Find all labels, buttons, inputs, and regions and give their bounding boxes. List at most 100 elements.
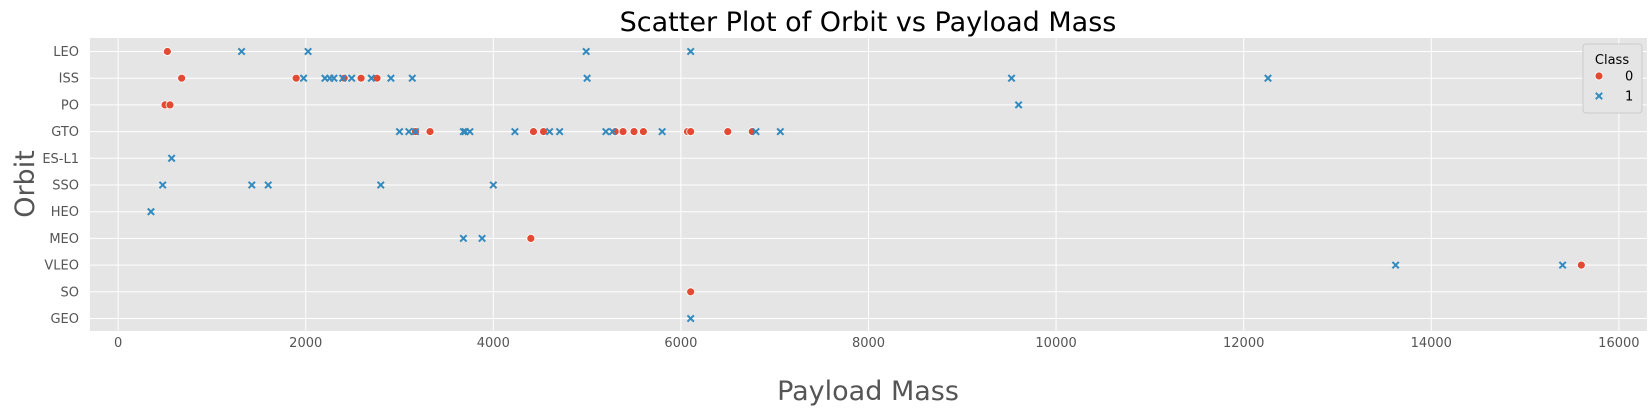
data-point <box>752 127 760 136</box>
data-point <box>329 74 338 83</box>
x-marker-stroke <box>1014 100 1023 109</box>
data-point <box>478 234 486 243</box>
legend-marker-0 <box>1594 71 1604 81</box>
x-tick-label: 6000 <box>664 336 697 351</box>
data-point <box>686 127 696 137</box>
data-point <box>299 74 308 83</box>
data-point <box>459 234 468 243</box>
data-point <box>608 127 617 136</box>
data-point <box>539 127 548 137</box>
data-point <box>376 181 385 189</box>
data-point <box>411 127 420 136</box>
data-point <box>601 127 610 136</box>
y-tick-label: HEO <box>51 205 79 220</box>
x-marker-stroke <box>1595 92 1603 100</box>
y-tick-label: ISS <box>59 72 79 87</box>
data-point <box>177 73 187 83</box>
data-point <box>583 74 592 83</box>
legend-marker-1 <box>1595 92 1603 100</box>
x-marker-stroke <box>247 181 256 189</box>
data-point <box>1391 261 1400 270</box>
x-marker-stroke <box>167 154 176 163</box>
x-marker-stroke <box>510 127 519 136</box>
legend-label-0: 0 <box>1625 70 1633 85</box>
data-points <box>147 47 1586 323</box>
y-tick-label: SSO <box>52 179 79 194</box>
y-tick-label: VLEO <box>44 259 79 274</box>
y-tick-label: ES-L1 <box>42 152 79 167</box>
x-marker-stroke <box>411 127 420 136</box>
data-point <box>247 181 256 189</box>
x-marker-stroke <box>367 74 376 83</box>
data-point <box>356 73 366 83</box>
data-point <box>395 127 404 136</box>
x-tick-label: 2000 <box>289 336 322 351</box>
x-marker-stroke <box>601 127 610 136</box>
data-point <box>158 181 167 189</box>
data-point <box>338 74 347 83</box>
x-marker-stroke <box>158 181 167 189</box>
x-tick-label: 4000 <box>477 336 510 351</box>
data-point <box>1558 261 1567 270</box>
data-point <box>686 47 695 56</box>
y-tick-label: GTO <box>51 125 79 140</box>
legend-title: Class <box>1595 53 1629 68</box>
x-marker-stroke <box>686 314 695 323</box>
x-marker-stroke <box>582 47 591 56</box>
data-point <box>686 287 696 297</box>
chart-title: Scatter Plot of Orbit vs Payload Mass <box>620 7 1117 38</box>
x-marker-stroke <box>489 181 498 189</box>
x-tick-label: 0 <box>114 336 122 351</box>
x-marker-stroke <box>478 234 486 243</box>
x-marker-stroke <box>583 74 592 83</box>
x-tick-label: 12000 <box>1223 336 1264 351</box>
x-marker-stroke <box>304 47 312 56</box>
x-marker-stroke <box>395 127 404 136</box>
data-point <box>489 181 498 189</box>
data-point <box>425 127 435 137</box>
data-point <box>408 74 417 83</box>
data-point <box>1576 260 1586 270</box>
legend-label-1: 1 <box>1625 90 1633 105</box>
data-point <box>638 127 648 137</box>
x-marker-stroke <box>1391 261 1400 270</box>
x-marker-stroke <box>1007 74 1016 83</box>
x-marker-stroke <box>147 207 155 216</box>
data-point <box>555 127 564 136</box>
x-tick-labels: 0 2000 4000 6000 8000 10000 12000 14000 16000 <box>114 336 1640 351</box>
data-point <box>162 47 172 56</box>
x-marker-stroke <box>776 127 785 136</box>
x-marker-stroke <box>465 127 474 136</box>
data-point <box>237 47 246 56</box>
data-point <box>686 314 695 323</box>
data-point <box>1007 74 1016 83</box>
data-point <box>367 74 376 83</box>
y-tick-label: LEO <box>53 45 79 60</box>
data-point <box>776 127 785 136</box>
y-tick-label: MEO <box>49 232 79 247</box>
y-tick-label: PO <box>61 98 79 113</box>
x-marker-stroke <box>658 127 667 136</box>
x-marker-stroke <box>338 74 347 83</box>
x-marker-stroke <box>329 74 338 83</box>
x-marker-stroke <box>264 181 273 189</box>
x-marker-stroke <box>608 127 617 136</box>
data-point <box>264 181 273 189</box>
data-point <box>1264 74 1272 83</box>
x-marker-stroke <box>752 127 760 136</box>
legend-items: 01 <box>1594 70 1633 105</box>
data-point <box>510 127 519 136</box>
x-marker-stroke <box>545 127 554 136</box>
x-tick-label: 14000 <box>1411 336 1452 351</box>
x-marker-stroke <box>459 127 468 136</box>
data-point <box>658 127 667 136</box>
x-tick-label: 10000 <box>1035 336 1076 351</box>
data-point <box>459 127 468 136</box>
x-marker-stroke <box>237 47 246 56</box>
x-marker-stroke <box>555 127 564 136</box>
data-point <box>618 127 628 137</box>
y-tick-label: SO <box>61 285 79 300</box>
data-point <box>465 127 474 136</box>
data-point <box>165 100 175 110</box>
